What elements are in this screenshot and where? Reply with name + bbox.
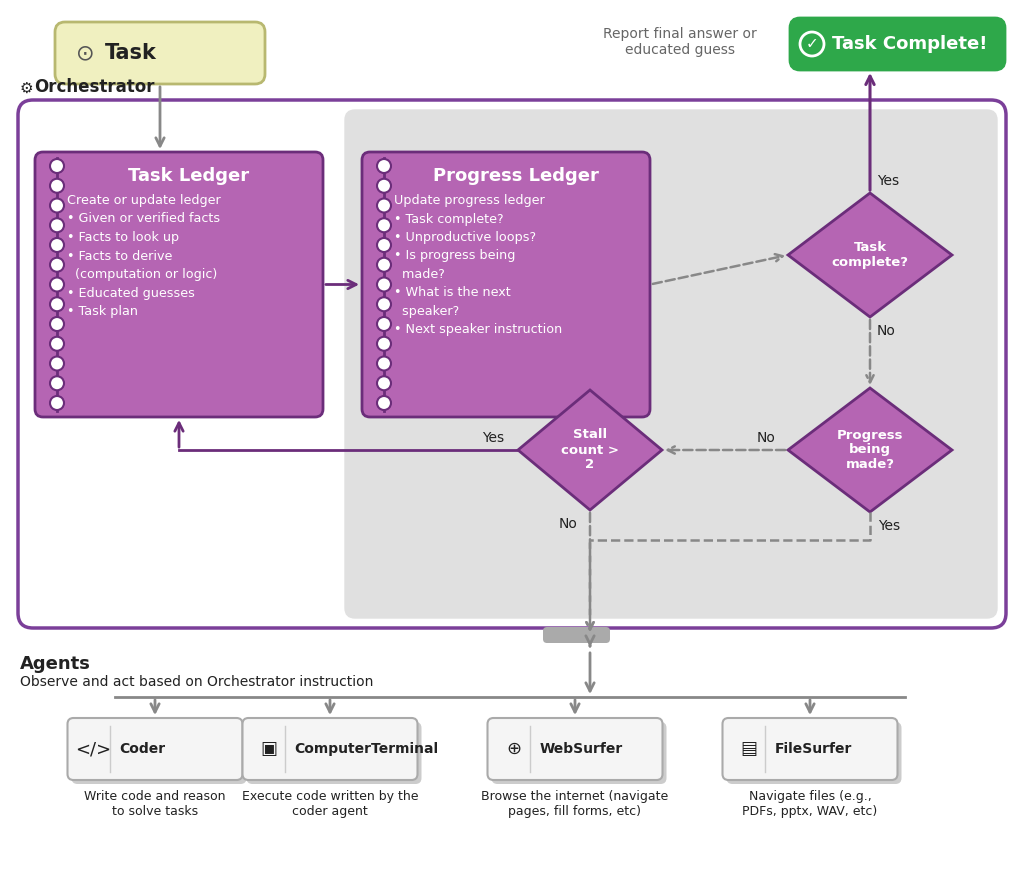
- Circle shape: [377, 258, 391, 271]
- Circle shape: [50, 179, 63, 193]
- Text: ⊙: ⊙: [76, 43, 94, 63]
- Circle shape: [377, 278, 391, 292]
- Text: Yes: Yes: [877, 174, 899, 188]
- FancyBboxPatch shape: [790, 18, 1005, 70]
- Text: Stall
count >
2: Stall count > 2: [561, 428, 618, 472]
- FancyBboxPatch shape: [68, 718, 243, 780]
- Circle shape: [50, 396, 63, 410]
- Circle shape: [50, 297, 63, 311]
- Text: Report final answer or
educated guess: Report final answer or educated guess: [603, 27, 757, 57]
- Text: Progress
being
made?: Progress being made?: [837, 428, 903, 472]
- FancyBboxPatch shape: [55, 22, 265, 84]
- Circle shape: [377, 297, 391, 311]
- Text: ComputerTerminal: ComputerTerminal: [295, 742, 438, 756]
- Text: Progress Ledger: Progress Ledger: [433, 167, 599, 185]
- Text: ▣: ▣: [260, 740, 278, 758]
- Circle shape: [377, 376, 391, 390]
- Circle shape: [50, 376, 63, 390]
- Text: ✓: ✓: [806, 36, 818, 52]
- Text: Update progress ledger
• Task complete?
• Unproductive loops?
• Is progress bein: Update progress ledger • Task complete? …: [394, 194, 562, 336]
- Text: Orchestrator: Orchestrator: [34, 78, 155, 96]
- Circle shape: [377, 218, 391, 232]
- Text: Execute code written by the
coder agent: Execute code written by the coder agent: [242, 790, 418, 818]
- FancyBboxPatch shape: [247, 722, 422, 784]
- Circle shape: [377, 336, 391, 351]
- FancyBboxPatch shape: [543, 627, 610, 643]
- FancyBboxPatch shape: [345, 110, 997, 618]
- Text: Yes: Yes: [878, 519, 900, 533]
- Circle shape: [377, 357, 391, 370]
- Circle shape: [50, 258, 63, 271]
- Circle shape: [50, 159, 63, 173]
- Circle shape: [50, 238, 63, 252]
- FancyBboxPatch shape: [362, 152, 650, 417]
- FancyBboxPatch shape: [726, 722, 901, 784]
- Text: Yes: Yes: [482, 431, 504, 445]
- Text: Coder: Coder: [120, 742, 166, 756]
- Circle shape: [377, 179, 391, 193]
- Text: Task Complete!: Task Complete!: [831, 35, 987, 53]
- FancyBboxPatch shape: [492, 722, 667, 784]
- Text: ⚙: ⚙: [20, 81, 34, 96]
- Circle shape: [50, 198, 63, 213]
- Text: ⊕: ⊕: [506, 740, 521, 758]
- Text: Agents: Agents: [20, 655, 91, 673]
- Circle shape: [377, 159, 391, 173]
- Circle shape: [377, 238, 391, 252]
- Text: Create or update ledger
• Given or verified facts
• Facts to look up
• Facts to : Create or update ledger • Given or verif…: [67, 194, 221, 318]
- Circle shape: [50, 218, 63, 232]
- Text: Write code and reason
to solve tasks: Write code and reason to solve tasks: [84, 790, 225, 818]
- Circle shape: [50, 336, 63, 351]
- Text: No: No: [877, 324, 896, 338]
- Text: No: No: [559, 517, 578, 531]
- Text: ▤: ▤: [740, 740, 757, 758]
- Circle shape: [377, 396, 391, 410]
- Text: Task Ledger: Task Ledger: [128, 167, 250, 185]
- Text: Task
complete?: Task complete?: [831, 241, 908, 269]
- Text: WebSurfer: WebSurfer: [540, 742, 623, 756]
- Polygon shape: [788, 193, 952, 317]
- FancyBboxPatch shape: [35, 152, 323, 417]
- Circle shape: [50, 357, 63, 370]
- Circle shape: [377, 198, 391, 213]
- Text: Task: Task: [105, 43, 157, 63]
- FancyBboxPatch shape: [18, 100, 1006, 628]
- Text: No: No: [757, 431, 776, 445]
- FancyBboxPatch shape: [72, 722, 247, 784]
- Text: Browse the internet (navigate
pages, fill forms, etc): Browse the internet (navigate pages, fil…: [481, 790, 669, 818]
- FancyBboxPatch shape: [723, 718, 897, 780]
- FancyBboxPatch shape: [243, 718, 418, 780]
- Text: Navigate files (e.g.,
PDFs, pptx, WAV, etc): Navigate files (e.g., PDFs, pptx, WAV, e…: [742, 790, 878, 818]
- Polygon shape: [788, 388, 952, 512]
- Text: Observe and act based on Orchestrator instruction: Observe and act based on Orchestrator in…: [20, 675, 374, 689]
- Circle shape: [50, 278, 63, 292]
- Circle shape: [377, 317, 391, 331]
- Polygon shape: [518, 390, 662, 510]
- Text: FileSurfer: FileSurfer: [774, 742, 852, 756]
- FancyBboxPatch shape: [487, 718, 663, 780]
- Circle shape: [50, 317, 63, 331]
- Text: </>: </>: [76, 740, 112, 758]
